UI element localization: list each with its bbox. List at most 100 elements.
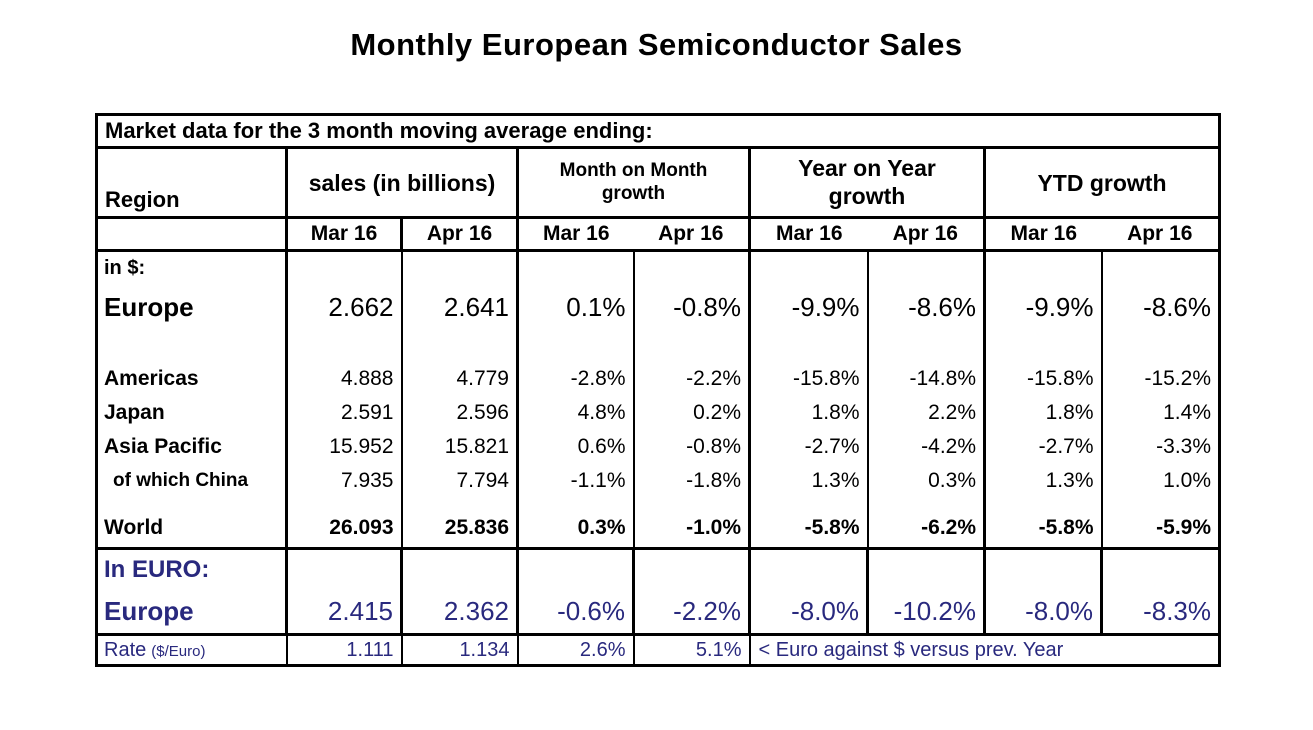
cell-value: -2.2% (673, 596, 741, 626)
usd-sales-apr-column: 2.641 4.779 2.596 15.821 7.794 25.836 (401, 250, 519, 550)
cell-value: -9.9% (791, 291, 860, 322)
spacer (98, 498, 284, 510)
spacer (986, 330, 1100, 362)
cell-value: -2.8% (570, 367, 626, 390)
cell-value: 2.2% (928, 401, 976, 424)
month-header: Apr 16 (633, 217, 751, 252)
spacer (403, 498, 515, 510)
usd-section-label: in $: (104, 256, 146, 279)
cell-value: -8.0% (791, 596, 859, 626)
cell-value: -1.8% (686, 469, 741, 492)
cell-value: 0.3% (577, 516, 626, 539)
cell-value: 1.0% (1163, 469, 1211, 492)
spacer (751, 330, 866, 362)
cell-value: 1.3% (1045, 469, 1094, 492)
usd-ytd-mar-column: -9.9% -15.8% 1.8% -2.7% 1.3% -5.8% (984, 250, 1103, 550)
cell-value: 2.662 (328, 291, 394, 322)
spacer (869, 330, 982, 362)
cell-value: -5.9% (1156, 516, 1211, 539)
cell-value: 25.836 (444, 516, 509, 539)
euro-cell: -8.0% (984, 548, 1103, 636)
sales-table: Market data for the 3 month moving avera… (95, 113, 1221, 667)
spacer (519, 252, 632, 284)
usd-mom-mar-column: 0.1% -2.8% 4.8% 0.6% -1.1% 0.3% (517, 250, 635, 550)
cell-value: 15.952 (329, 435, 394, 458)
cell-value: -1.1% (570, 469, 626, 492)
spacer (1103, 550, 1218, 590)
cell-value: -0.8% (673, 291, 741, 322)
group-header-yoy: Year on Year growth (749, 147, 986, 219)
spacer (751, 252, 866, 284)
usd-mom-apr-column: -0.8% -2.2% 0.2% -0.8% -1.8% -1.0% (633, 250, 751, 550)
cell-value: -10.2% (893, 596, 976, 626)
spacer (869, 498, 982, 510)
cell-value: 1.8% (811, 401, 860, 424)
rate-unit: ($/Euro) (151, 642, 206, 660)
row-label-japan: Japan (104, 401, 165, 424)
row-label-china: of which China (113, 470, 249, 491)
spacer (519, 330, 632, 362)
cell-value: 2.641 (443, 291, 509, 322)
cell-value: 0.3% (928, 469, 976, 492)
cell-value: 2.591 (340, 401, 394, 424)
euro-cell: -8.0% (749, 548, 869, 636)
cell-value: 0.6% (577, 435, 626, 458)
cell-value: -5.8% (1038, 516, 1094, 539)
euro-cell: 2.362 (401, 548, 519, 636)
page-title: Monthly European Semiconductor Sales (350, 27, 963, 62)
row-label-americas: Americas (104, 367, 199, 390)
cell-value: -8.0% (1025, 596, 1093, 626)
spacer (635, 550, 747, 590)
spacer (288, 330, 400, 362)
spacer (751, 550, 865, 590)
cell-value: -15.8% (792, 367, 860, 390)
rate-value: 5.1% (633, 634, 751, 666)
usd-region-column: in $: Europe Americas Japan Asia Pacific… (96, 250, 288, 550)
cell-value: 1.3% (811, 469, 860, 492)
month-header: Apr 16 (401, 217, 519, 252)
spacer (519, 498, 632, 510)
euro-cell: -10.2% (867, 548, 986, 636)
cell-value: -0.6% (557, 596, 625, 626)
spacer (986, 498, 1100, 510)
row-label-europe: Europe (104, 291, 194, 322)
row-label-asia-pacific: Asia Pacific (104, 435, 222, 458)
spacer (98, 330, 284, 362)
spacer (403, 252, 515, 284)
cell-value: -14.8% (909, 367, 976, 390)
spacer (288, 252, 400, 284)
cell-value: 4.888 (340, 367, 394, 390)
spacer (635, 498, 747, 510)
row-label-euro-europe: Europe (104, 596, 194, 626)
group-header-mom: Month on Month growth (517, 147, 751, 219)
cell-value: -4.2% (921, 435, 976, 458)
cell-value: -6.2% (921, 516, 976, 539)
usd-sales-mar-column: 2.662 4.888 2.591 15.952 7.935 26.093 (286, 250, 403, 550)
spacer (986, 252, 1100, 284)
cell-value: -1.0% (686, 516, 741, 539)
spacer (519, 550, 631, 590)
month-header-empty (96, 217, 288, 252)
spacer (403, 330, 515, 362)
month-header: Mar 16 (286, 217, 403, 252)
table-banner: Market data for the 3 month moving avera… (96, 114, 1220, 149)
cell-value: 15.821 (444, 435, 509, 458)
cell-value: -3.3% (1156, 435, 1211, 458)
rate-label: Rate ($/Euro) (96, 634, 288, 666)
cell-value: -8.6% (1143, 291, 1211, 322)
cell-value: -9.9% (1025, 291, 1094, 322)
month-header: Apr 16 (1101, 217, 1220, 252)
group-header-sales: sales (in billions) (286, 147, 519, 219)
euro-cell: 2.415 (286, 548, 403, 636)
cell-value: 2.596 (456, 401, 509, 424)
cell-value: -8.6% (908, 291, 976, 322)
rate-value: 1.134 (401, 634, 519, 666)
cell-value: 0.2% (693, 401, 741, 424)
group-header-ytd: YTD growth (984, 147, 1220, 219)
spacer (751, 498, 866, 510)
month-header: Mar 16 (517, 217, 634, 252)
cell-value: 1.8% (1045, 401, 1094, 424)
spacer (986, 550, 1099, 590)
cell-value: -2.2% (686, 367, 741, 390)
cell-value: -8.3% (1143, 596, 1211, 626)
